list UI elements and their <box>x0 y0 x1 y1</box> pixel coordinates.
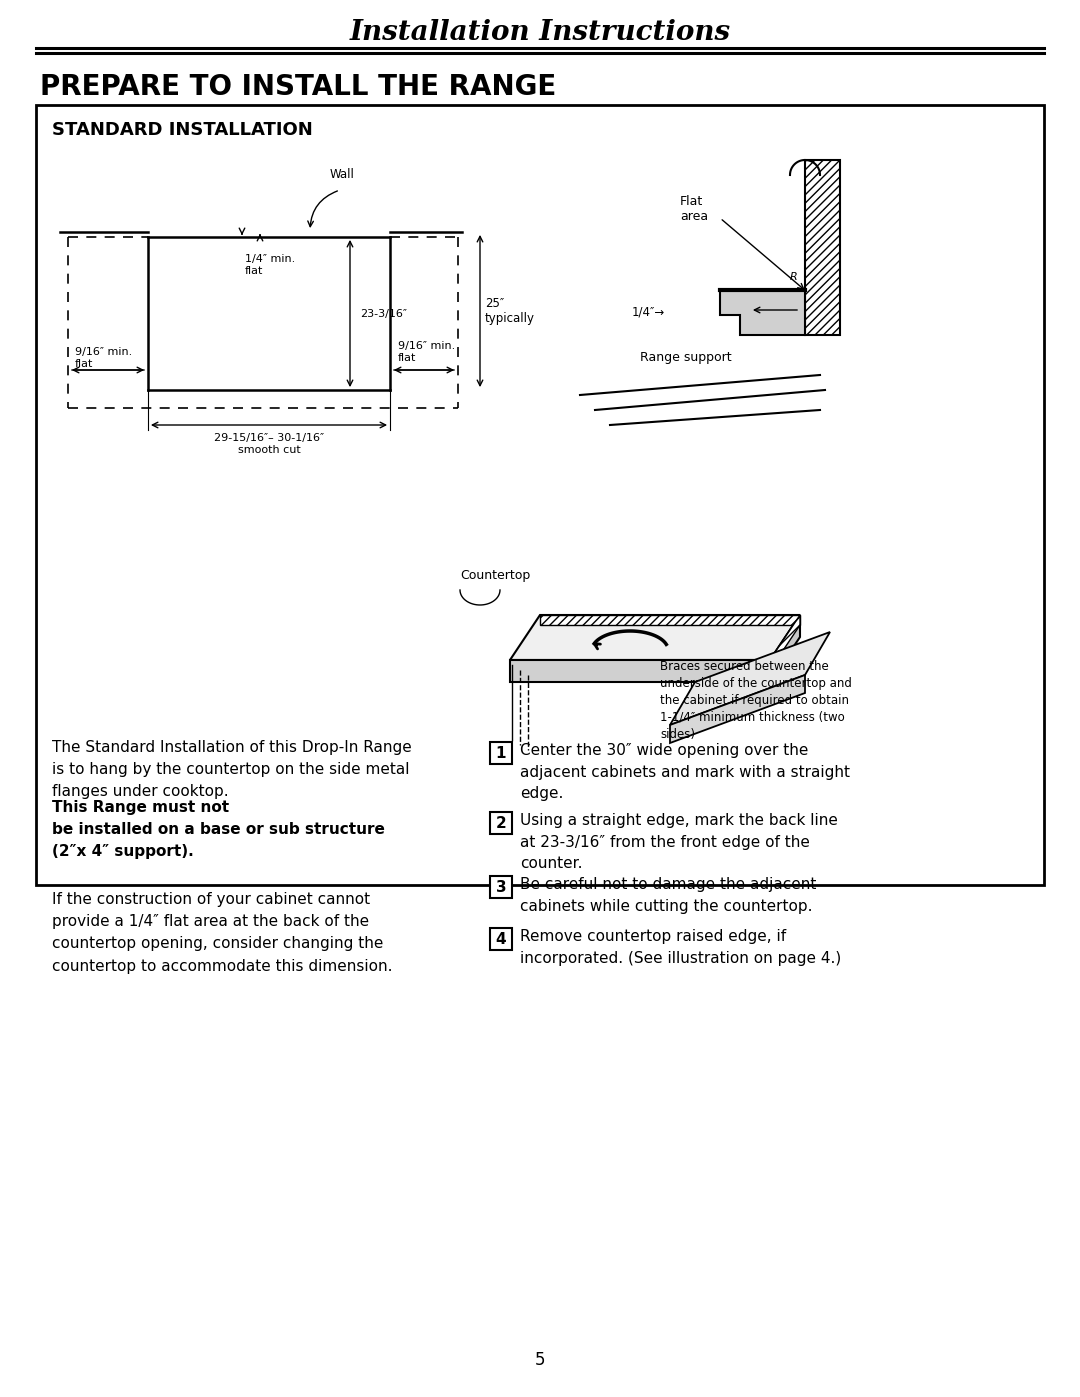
Text: Remove countertop raised edge, if
incorporated. (See illustration on page 4.): Remove countertop raised edge, if incorp… <box>519 929 841 965</box>
FancyBboxPatch shape <box>490 876 512 898</box>
Polygon shape <box>770 615 800 671</box>
Text: If the construction of your cabinet cannot
provide a 1/4″ flat area at the back : If the construction of your cabinet cann… <box>52 893 392 974</box>
Text: 23-3/16″: 23-3/16″ <box>360 309 407 319</box>
Text: Range support: Range support <box>640 352 731 365</box>
Polygon shape <box>510 615 800 659</box>
Polygon shape <box>670 675 805 743</box>
Text: 9/16″ min.
flat: 9/16″ min. flat <box>75 348 132 369</box>
Text: 1/4″ min.
flat: 1/4″ min. flat <box>245 254 295 275</box>
Text: Center the 30″ wide opening over the
adjacent cabinets and mark with a straight
: Center the 30″ wide opening over the adj… <box>519 743 850 802</box>
Text: Be careful not to damage the adjacent
cabinets while cutting the countertop.: Be careful not to damage the adjacent ca… <box>519 877 816 914</box>
Polygon shape <box>510 659 770 682</box>
Polygon shape <box>540 615 800 624</box>
Text: Installation Instructions: Installation Instructions <box>350 20 730 46</box>
Text: 5: 5 <box>535 1351 545 1369</box>
Text: 1/4″→: 1/4″→ <box>632 306 665 319</box>
Text: Countertop: Countertop <box>460 569 530 581</box>
Text: This Range must not
be installed on a base or sub structure
(2″x 4″ support).: This Range must not be installed on a ba… <box>52 800 384 859</box>
Text: 25″
typically: 25″ typically <box>485 298 535 326</box>
Text: 9/16″ min.
flat: 9/16″ min. flat <box>399 341 456 363</box>
Text: PREPARE TO INSTALL THE RANGE: PREPARE TO INSTALL THE RANGE <box>40 73 556 101</box>
FancyBboxPatch shape <box>490 742 512 764</box>
Text: Flat
area: Flat area <box>680 196 708 224</box>
Text: Braces secured between the
underside of the countertop and
the cabinet if requir: Braces secured between the underside of … <box>660 659 852 740</box>
Text: 2: 2 <box>496 816 507 830</box>
Text: R: R <box>789 272 797 282</box>
Text: 3: 3 <box>496 880 507 894</box>
Text: The Standard Installation of this Drop-In Range
is to hang by the countertop on : The Standard Installation of this Drop-I… <box>52 740 411 799</box>
Text: STANDARD INSTALLATION: STANDARD INSTALLATION <box>52 122 313 138</box>
FancyBboxPatch shape <box>490 812 512 834</box>
Text: 29-15/16″– 30-1/16″
smooth cut: 29-15/16″– 30-1/16″ smooth cut <box>214 433 324 454</box>
FancyBboxPatch shape <box>36 105 1044 886</box>
Text: Wall: Wall <box>330 169 355 182</box>
Bar <box>805 161 840 335</box>
Text: 4: 4 <box>496 932 507 947</box>
Text: Using a straight edge, mark the back line
at 23-3/16″ from the front edge of the: Using a straight edge, mark the back lin… <box>519 813 838 872</box>
Polygon shape <box>770 615 800 682</box>
Polygon shape <box>670 631 831 725</box>
Text: 1: 1 <box>496 746 507 760</box>
FancyBboxPatch shape <box>490 928 512 950</box>
Polygon shape <box>720 291 805 335</box>
